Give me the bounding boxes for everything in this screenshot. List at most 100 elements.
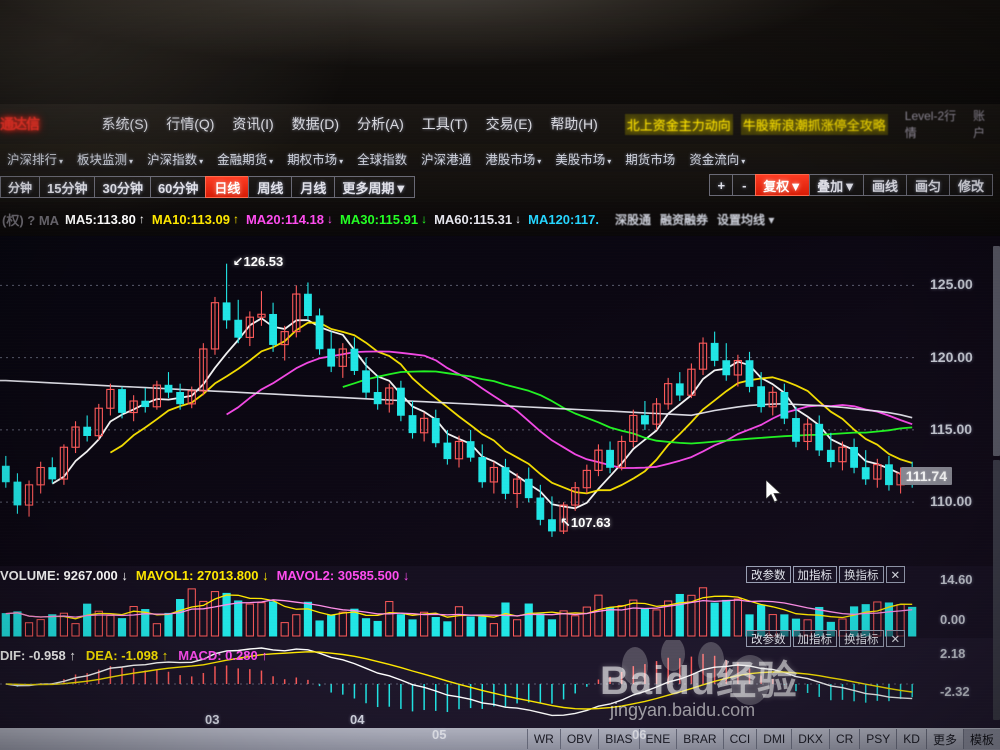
ma-indicator-strip: (权) ? MA MA5: 113.80 ↑ MA10: 113.09 ↑ MA20: … bbox=[0, 202, 1000, 236]
chart-tool-修改[interactable]: 修改 bbox=[949, 174, 993, 196]
indicator-tab-PSY[interactable]: PSY bbox=[859, 729, 896, 749]
menu-secondary-1[interactable]: 账户 bbox=[972, 109, 985, 140]
ma-strip-button-2[interactable]: 设置均线 ▾ bbox=[717, 212, 775, 227]
period-button-周线[interactable]: 周线 bbox=[248, 176, 293, 198]
ma-chip-MA30: MA30: 115.91 ↓ bbox=[340, 212, 427, 227]
promo-link-1[interactable]: 牛股新浪潮抓涨停全攻略 bbox=[740, 113, 888, 135]
ma-label: MA20: bbox=[245, 211, 285, 227]
volume-stat-1: MAVOL1: 27013.800 ↓ bbox=[135, 568, 269, 583]
indicator-tab-更多[interactable]: 更多 bbox=[925, 729, 963, 749]
nav-item-label: 沪深排行 bbox=[7, 152, 58, 167]
nav-item-10[interactable]: 资金流向 ▾ bbox=[689, 149, 745, 168]
indicator-tab-bar: WR OBV BIAS ENE BRAR CCI DMI DKX CR PSY KD 更多 模板 bbox=[0, 728, 1000, 750]
ma-strip-button-1[interactable]: 融资融券 bbox=[659, 212, 708, 227]
menu-secondary-0[interactable]: Level-2行情 bbox=[904, 109, 957, 140]
ma-chip-MA60: MA60: 115.31 ↓ bbox=[434, 212, 521, 227]
nav-item-label: 板块监测 bbox=[77, 152, 128, 167]
nav-item-3[interactable]: 金融期货 ▾ bbox=[217, 149, 273, 168]
trend-arrow-icon: ↓ bbox=[421, 212, 428, 226]
indicator-tab-BIAS[interactable]: BIAS bbox=[598, 729, 638, 749]
volume-panel-button-2[interactable]: 换指标 bbox=[839, 566, 884, 583]
menu-item-1[interactable]: 行情(Q) bbox=[166, 116, 215, 132]
nav-item-7[interactable]: 港股市场 ▾ bbox=[485, 149, 541, 168]
volume-stat-2: MAVOL2: 30585.500 ↓ bbox=[276, 568, 410, 583]
promo-link-0[interactable]: 北上资金主力动向 bbox=[624, 113, 733, 135]
ma-values: MA5: 113.80 ↑ MA10: 113.09 ↑ MA20: 114.18 ↓ MA… bbox=[65, 212, 606, 227]
trend-arrow-icon: ↑ bbox=[232, 212, 239, 226]
chart-vertical-scrollbar[interactable] bbox=[993, 246, 1000, 456]
nav-item-6[interactable]: 沪深港通 bbox=[421, 149, 471, 168]
menu-item-7[interactable]: 帮助(H) bbox=[550, 116, 598, 132]
nav-item-1[interactable]: 板块监测 ▾ bbox=[77, 149, 133, 168]
indicator-tab-WR[interactable]: WR bbox=[526, 729, 560, 749]
chart-vertical-scrollbar-track[interactable] bbox=[993, 460, 1000, 720]
indicator-tab-DKX[interactable]: DKX bbox=[791, 729, 829, 749]
ma-label: MA5: bbox=[65, 211, 97, 227]
indicator-tab-ENE[interactable]: ENE bbox=[638, 729, 677, 749]
macd-panel-button-3[interactable]: ✕ bbox=[885, 630, 906, 647]
ma-strip-button-0[interactable]: 深股通 bbox=[614, 212, 651, 227]
indicator-tab-KD[interactable]: KD bbox=[896, 729, 926, 749]
chart-tool--[interactable]: - bbox=[732, 174, 757, 196]
chart-tool-复权▼[interactable]: 复权▼ bbox=[755, 174, 811, 196]
volume-panel-button-0[interactable]: 改参数 bbox=[746, 566, 791, 583]
menu-item-6[interactable]: 交易(E) bbox=[485, 116, 533, 132]
period-button-更多周期▼[interactable]: 更多周期▼ bbox=[334, 176, 416, 198]
macd-stat-0: DIF: -0.958 ↑ bbox=[0, 648, 76, 663]
chart-tool-画线[interactable]: 画线 bbox=[863, 174, 907, 196]
mouse-cursor-icon bbox=[766, 480, 782, 503]
period-button-月线[interactable]: 月线 bbox=[291, 176, 336, 198]
indicator-tab-DMI[interactable]: DMI bbox=[756, 729, 791, 749]
nav-item-0[interactable]: 沪深排行 ▾ bbox=[7, 149, 63, 168]
chevron-down-icon: ▾ bbox=[537, 156, 542, 166]
top-bezel-band bbox=[0, 0, 1000, 104]
chevron-down-icon: ▾ bbox=[199, 156, 204, 166]
indicator-tab-CR[interactable]: CR bbox=[828, 729, 859, 749]
menu-item-5[interactable]: 工具(T) bbox=[421, 116, 468, 132]
trend-arrow-icon: ↑ bbox=[138, 212, 145, 226]
period-button-15分钟[interactable]: 15分钟 bbox=[39, 176, 96, 198]
period-button-group: 分钟 15分钟 30分钟 60分钟 日线 周线 月线 更多周期▼ bbox=[0, 176, 416, 198]
period-button-分钟[interactable]: 分钟 bbox=[0, 176, 41, 198]
menu-item-4[interactable]: 分析(A) bbox=[357, 116, 404, 132]
indicator-tab-OBV[interactable]: OBV bbox=[559, 729, 598, 749]
nav-item-8[interactable]: 美股市场 ▾ bbox=[555, 149, 611, 168]
chart-tool-叠加▼[interactable]: 叠加▼ bbox=[809, 174, 864, 196]
macd-panel-button-2[interactable]: 换指标 bbox=[839, 630, 884, 647]
nav-item-label: 港股市场 bbox=[485, 152, 536, 167]
macd-panel-button-0[interactable]: 改参数 bbox=[746, 630, 791, 647]
indicator-tab-模板[interactable]: 模板 bbox=[962, 729, 1000, 749]
volume-indicator-header: VOLUME: 9267.000 ↓ MAVOL1: 27013.800 ↓ MAV… bbox=[0, 568, 417, 583]
period-button-日线[interactable]: 日线 bbox=[205, 176, 250, 198]
chevron-down-icon: ▾ bbox=[129, 156, 134, 166]
volume-stat-0: VOLUME: 9267.000 ↓ bbox=[0, 568, 128, 583]
nav-item-4[interactable]: 期权市场 ▾ bbox=[287, 149, 343, 168]
nav-item-5[interactable]: 全球指数 bbox=[357, 149, 407, 168]
price-candlestick-chart[interactable]: ↙126.53 ↖107.63 $ bbox=[0, 236, 1000, 566]
nav-item-label: 资金流向 bbox=[689, 152, 740, 167]
chevron-down-icon: ▾ bbox=[59, 156, 64, 166]
menu-item-3[interactable]: 数据(D) bbox=[291, 116, 340, 132]
trend-arrow-icon: ↓ bbox=[515, 212, 522, 226]
indicator-tab-BRAR[interactable]: BRAR bbox=[676, 729, 722, 749]
trend-arrow-icon: ↓ bbox=[327, 212, 333, 226]
menu-item-0[interactable]: 系统(S) bbox=[101, 116, 149, 132]
volume-chart-canvas bbox=[1, 587, 917, 637]
menu-item-2[interactable]: 资讯(I) bbox=[232, 116, 274, 132]
macd-tick-1: -2.32 bbox=[940, 684, 970, 699]
nav-item-label: 沪深港通 bbox=[421, 152, 472, 167]
macd-panel-button-1[interactable]: 加指标 bbox=[792, 630, 837, 647]
time-tick-inner-1: 06 bbox=[632, 727, 647, 742]
nav-item-9[interactable]: 期货市场 bbox=[625, 149, 675, 168]
indicator-tab-CCI[interactable]: CCI bbox=[722, 729, 757, 749]
nav-item-2[interactable]: 沪深指数 ▾ bbox=[147, 149, 203, 168]
chart-tool-画匀[interactable]: 画匀 bbox=[906, 174, 950, 196]
period-button-60分钟[interactable]: 60分钟 bbox=[149, 176, 207, 198]
volume-panel-button-3[interactable]: ✕ bbox=[885, 566, 906, 583]
chart-tool-+[interactable]: + bbox=[709, 174, 734, 196]
nav-item-label: 美股市场 bbox=[555, 152, 606, 167]
baidu-paw-logo-icon bbox=[622, 640, 770, 705]
period-button-30分钟[interactable]: 30分钟 bbox=[94, 176, 151, 198]
volume-panel-button-1[interactable]: 加指标 bbox=[792, 566, 837, 583]
macd-panel[interactable] bbox=[0, 638, 1000, 728]
